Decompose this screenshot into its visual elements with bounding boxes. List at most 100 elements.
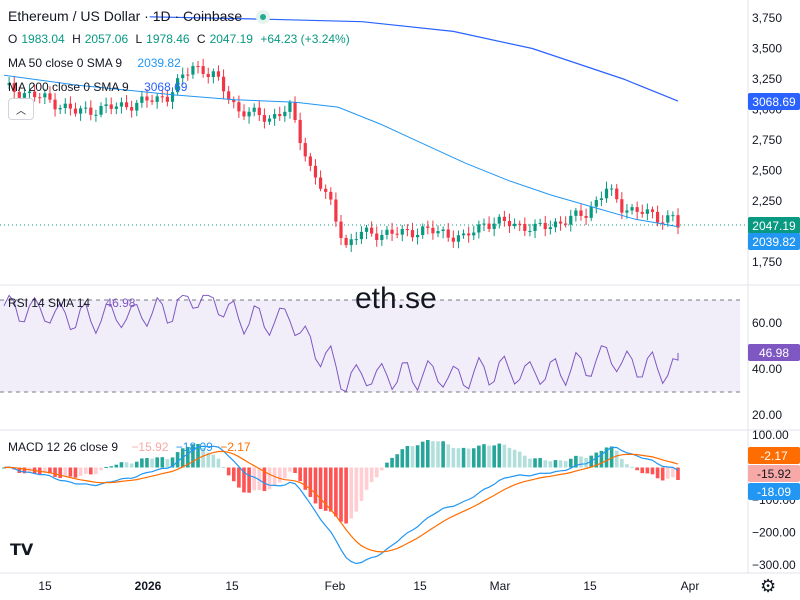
macd-hist-bar [395,454,399,468]
candle [615,183,619,203]
macd-hist-bar [155,457,159,468]
macd-hist-bar [99,467,103,471]
candle [247,107,251,124]
candle [308,152,312,172]
candle [390,222,394,242]
macd-hist-bar [609,446,614,468]
candle [426,220,430,235]
macd-hist-bar [456,448,461,468]
ma50-line [3,74,679,228]
candle [451,230,455,248]
gear-icon[interactable]: ⚙ [760,576,777,596]
macd-hist-bar [257,467,262,491]
macd-hist-bar [63,467,68,477]
candle [155,93,159,109]
macd-hist-bar [2,467,6,469]
rsi-axis: 60.00 40.00 20.00 [752,316,782,422]
macd-hist-bar [640,467,645,474]
ohlc-high: 2057.06 [84,32,129,46]
ma200-legend[interactable]: MA 200 close 0 SMA 9 3068.69 [8,80,191,94]
candle [400,224,404,242]
macd-hist-bar [359,467,364,502]
macd-hist-bar [548,461,553,468]
macd-hist-bar [369,467,374,483]
macd-hist-bar [364,467,369,490]
macd-hist-bar [558,460,563,468]
candle [599,191,604,207]
candle [89,100,93,121]
macd-hist-bar [533,458,537,468]
price-tick-label: 3,500 [752,42,782,56]
macd-hist-bar [426,440,430,468]
candle [472,225,476,240]
macd-hist-bar [451,447,456,468]
macd-signal-value: −2.17 [220,440,251,454]
macd-hist-bar [175,452,180,468]
ma50-value: 2039.82 [137,56,181,70]
candle [119,97,124,114]
candle [262,108,267,129]
candle [313,159,318,185]
ma200-price-tag: 3068.69 [748,93,800,110]
rsi-legend[interactable]: RSI 14 SMA 14 46.98 [8,296,139,310]
macd-hist-bar [237,467,241,488]
price-tick-label: 3,750 [752,11,782,25]
candle [661,215,665,230]
ma50-legend[interactable]: MA 50 close 0 SMA 9 2039.82 [8,56,185,70]
candle [410,222,415,242]
macd-hist-bar [247,467,251,493]
rsi-tick-label: 60.00 [752,316,782,330]
candle [109,97,113,115]
candle [650,206,655,219]
candle [594,196,598,214]
candle [303,137,307,162]
candle [252,103,256,117]
macd-hist-bar [328,467,333,512]
candle [380,229,384,246]
macd-hist-bar [594,452,599,468]
macd-hist-bar [538,458,542,468]
signal-line [3,450,679,553]
candle [7,77,11,90]
macd-hist-bar [186,446,190,468]
macd-hist-bar [625,464,629,468]
candle [461,229,466,239]
macd-legend[interactable]: MACD 12 26 close 9 −15.92 −18.09 −2.17 [8,440,255,454]
macd-hist-bar [574,455,578,468]
macd-hist-bar [461,447,466,468]
candle [436,225,440,238]
collapse-legend-button[interactable]: ︿ [8,98,34,120]
candle [630,203,634,215]
macd-hist-bar [563,461,568,468]
macd-histogram [2,440,680,524]
candle [564,216,568,228]
macd-hist-bar [124,462,129,468]
candle [27,84,32,101]
candle [431,220,435,240]
candle [610,184,614,197]
price-tick-label: 2,750 [752,133,782,147]
ma50-price-tag: 2039.82 [748,233,800,250]
macd-hist-bar [436,441,440,468]
macd-hist-bar [83,467,88,474]
rsi-tick-label: 20.00 [752,408,782,422]
candle [293,96,297,123]
macd-hist-bar [43,467,47,473]
macd-hist-bar [226,467,231,476]
macd-hist-bar [313,467,318,504]
macd-hist-bar [599,450,604,468]
candle [676,208,680,235]
tradingview-logo-icon[interactable]: 𝗧𝗩 [10,542,34,559]
macd-hist-bar [655,467,660,479]
candle [620,192,624,220]
time-tick-label: 15 [413,579,427,593]
candle [170,87,175,110]
candle [43,88,47,105]
macd-hist-bar [584,458,588,468]
macd-hist-bar [160,457,165,468]
candle [441,226,445,239]
macd-hist-bar [354,467,359,512]
macd-hist-bar [477,445,481,468]
macd-hist-value: −15.92 [131,440,169,454]
